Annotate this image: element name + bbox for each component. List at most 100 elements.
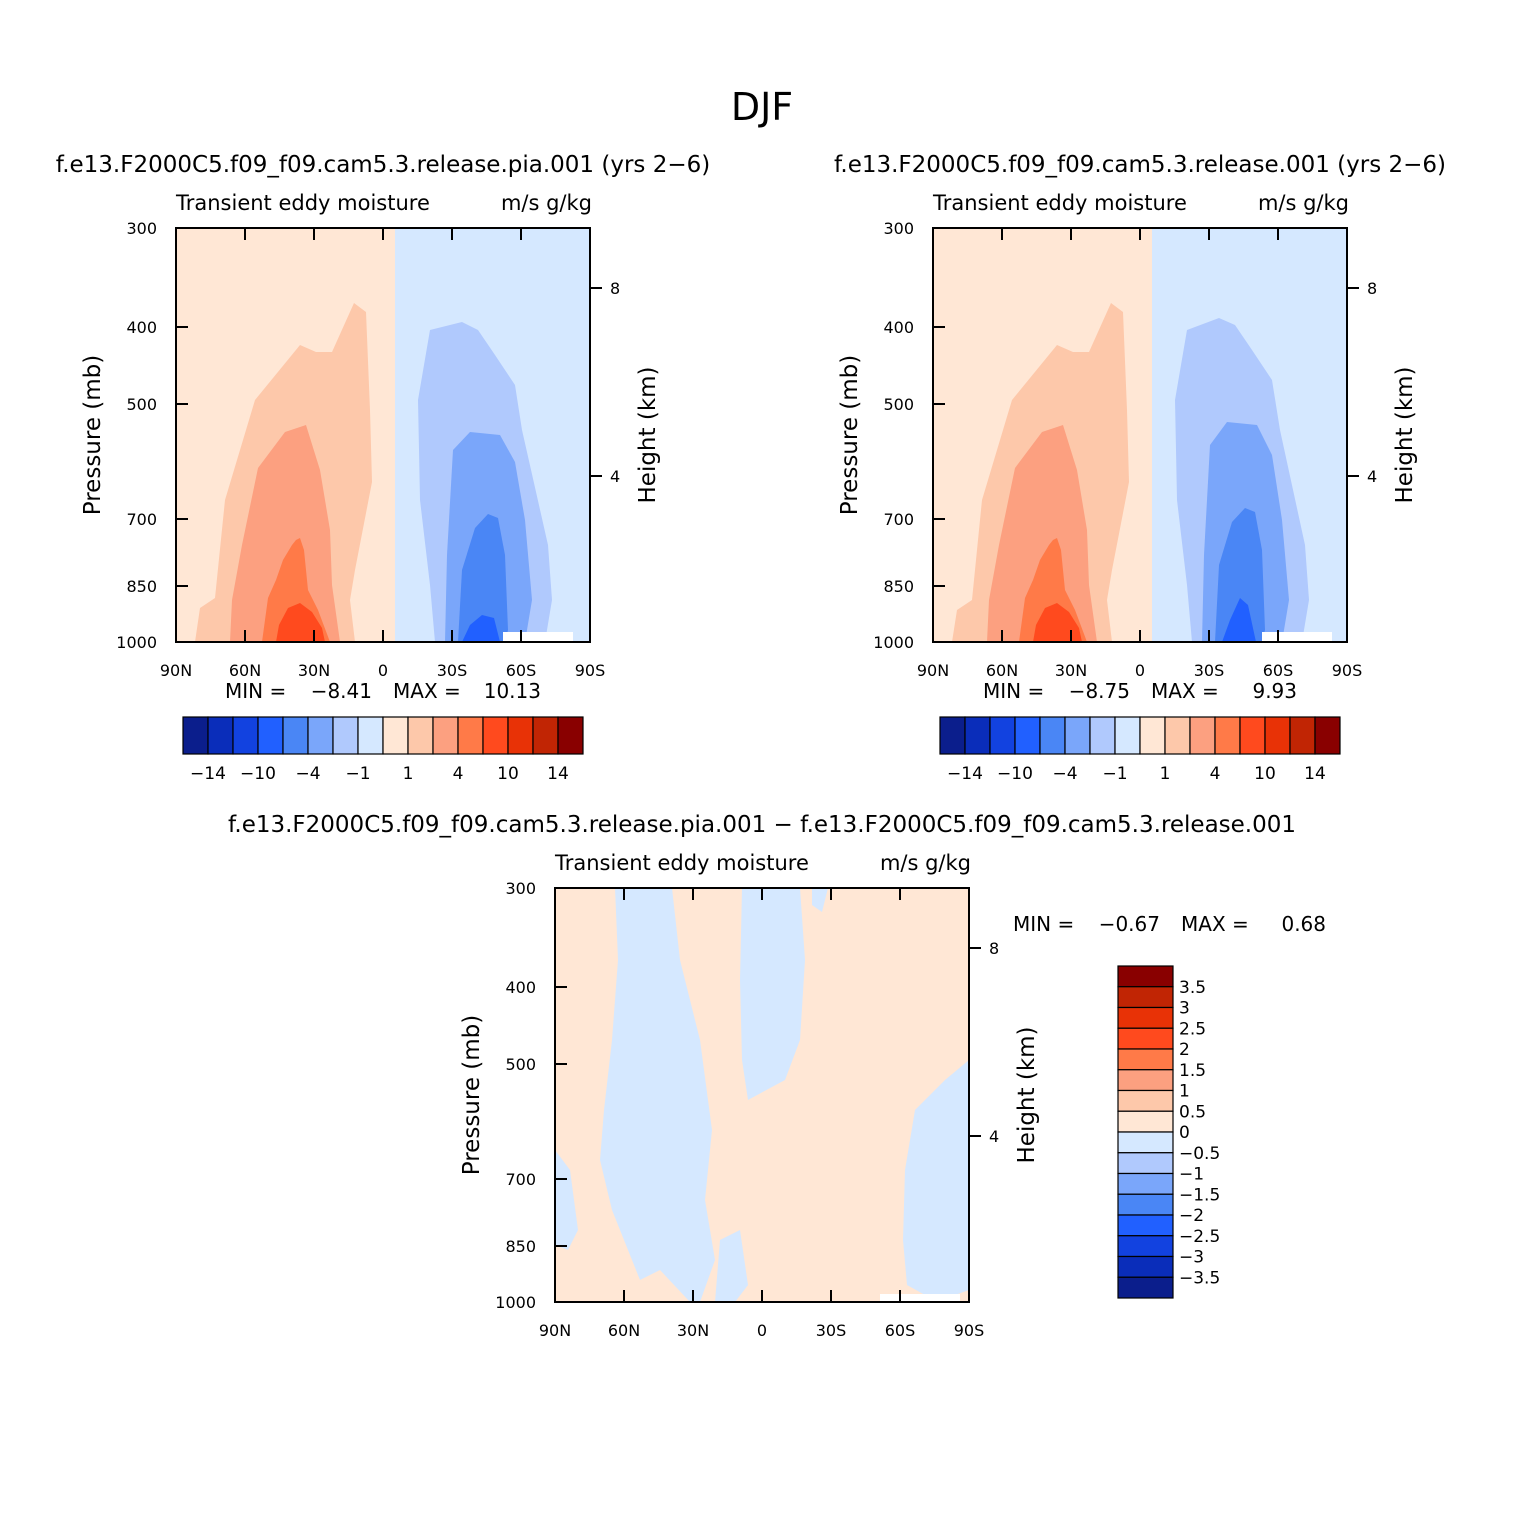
colorbar-label: 0.5 bbox=[1179, 1102, 1206, 1122]
colorbar-label: 14 bbox=[1304, 764, 1326, 784]
contour-fill-negative-patch bbox=[715, 1230, 748, 1302]
colorbar-swatch bbox=[257, 716, 284, 755]
colorbar-label: 1 bbox=[403, 764, 414, 784]
chart-panel-1: f.e13.F2000C5.f09_f09.cam5.3.release.pia… bbox=[56, 152, 710, 784]
colorbar-swatch bbox=[332, 716, 359, 755]
x-tick-label: 30S bbox=[816, 1321, 847, 1340]
y-tick-label: 850 bbox=[505, 1237, 536, 1256]
colorbar-label: 10 bbox=[1254, 764, 1276, 784]
colorbar-label: 3.5 bbox=[1179, 978, 1206, 998]
chart-panel-3: f.e13.F2000C5.f09_f09.cam5.3.release.pia… bbox=[228, 812, 1326, 1340]
chart-title: f.e13.F2000C5.f09_f09.cam5.3.release.pia… bbox=[228, 812, 1296, 838]
min-label: MIN = bbox=[1013, 912, 1074, 936]
y-tick-label: 700 bbox=[505, 1170, 536, 1189]
contour-fill-group bbox=[555, 888, 969, 1302]
colorbar: −14 −10 −4 −1 1 4 10 14 bbox=[182, 716, 584, 784]
colorbar-swatch bbox=[457, 716, 484, 755]
y-tick-label: 400 bbox=[126, 318, 157, 337]
chart-subtitle: Transient eddy moisture bbox=[554, 851, 809, 875]
colorbar-swatch bbox=[989, 716, 1016, 755]
y-axis-right-label: Height (km) bbox=[1014, 1026, 1040, 1163]
colorbar-swatch bbox=[207, 716, 234, 755]
contour-fill-positive-max bbox=[276, 603, 325, 642]
axis-ticks bbox=[932, 228, 1359, 642]
contour-fill-negative-max bbox=[462, 615, 500, 642]
contour-fill-negative-band-north bbox=[600, 888, 715, 1302]
y-tick-label: 500 bbox=[126, 395, 157, 414]
colorbar-label: −2 bbox=[1179, 1206, 1204, 1226]
max-value: 10.13 bbox=[484, 679, 541, 703]
chart-title: f.e13.F2000C5.f09_f09.cam5.3.release.pia… bbox=[56, 152, 710, 178]
colorbar-label: 0 bbox=[1179, 1123, 1190, 1143]
x-tick-label: 30N bbox=[1055, 661, 1087, 680]
min-value: −0.67 bbox=[1099, 912, 1160, 936]
x-tick-label: 90S bbox=[954, 1321, 985, 1340]
colorbar-label: 14 bbox=[547, 764, 569, 784]
chart-subtitle: Transient eddy moisture bbox=[175, 191, 430, 215]
x-tick-label: 90S bbox=[575, 661, 606, 680]
colorbar-swatch bbox=[1117, 1193, 1174, 1216]
x-tick-label: 60N bbox=[986, 661, 1018, 680]
x-tick-label: 30N bbox=[677, 1321, 709, 1340]
x-tick-label: 0 bbox=[378, 661, 388, 680]
missing-data-patch bbox=[880, 1294, 960, 1302]
colorbar-label: 3 bbox=[1179, 999, 1190, 1019]
y-tick-label: 1000 bbox=[116, 633, 157, 652]
colorbar-label: 1.5 bbox=[1179, 1061, 1206, 1081]
colorbar-label: 2.5 bbox=[1179, 1019, 1206, 1039]
colorbar-swatch bbox=[1139, 716, 1166, 755]
colorbar-swatch bbox=[1117, 1214, 1174, 1237]
colorbar-swatch bbox=[1014, 716, 1041, 755]
colorbar-swatch bbox=[1214, 716, 1241, 755]
y-axis-label: Pressure (mb) bbox=[80, 355, 106, 515]
colorbar-swatch bbox=[1117, 1172, 1174, 1195]
max-value: 0.68 bbox=[1281, 912, 1326, 936]
contour-fill-negative-10-14 bbox=[1215, 508, 1265, 642]
colorbar-swatch bbox=[407, 716, 434, 755]
colorbar: 3.532.521.510.50−0.5−1−1.5−2−2.5−3−3.5 bbox=[1117, 965, 1220, 1299]
colorbar-swatch bbox=[507, 716, 534, 755]
colorbar-swatch bbox=[939, 716, 966, 755]
colorbar-label: 1 bbox=[1160, 764, 1171, 784]
contour-fill-negative-patch bbox=[555, 1150, 578, 1250]
colorbar-label: −14 bbox=[190, 764, 226, 784]
y-tick-label: 300 bbox=[126, 219, 157, 238]
contour-fill-group bbox=[176, 228, 590, 642]
missing-data-patch bbox=[1262, 632, 1332, 642]
colorbar-label: −10 bbox=[240, 764, 276, 784]
colorbar-swatch bbox=[1117, 1235, 1174, 1258]
colorbar-label: −4 bbox=[295, 764, 320, 784]
y-tick-label: 300 bbox=[505, 879, 536, 898]
colorbar-label: −3 bbox=[1179, 1248, 1204, 1268]
x-tick-label: 0 bbox=[1135, 661, 1145, 680]
x-tick-label: 60S bbox=[506, 661, 537, 680]
colorbar-label: −10 bbox=[997, 764, 1033, 784]
colorbar-swatch bbox=[1117, 1110, 1174, 1133]
x-tick-label: 60S bbox=[885, 1321, 916, 1340]
colorbar-label: 1 bbox=[1179, 1082, 1190, 1102]
axis-ticks bbox=[175, 228, 602, 642]
colorbar-swatch bbox=[382, 716, 409, 755]
y-axis-label: Pressure (mb) bbox=[837, 355, 863, 515]
y-tick-label: 850 bbox=[126, 577, 157, 596]
colorbar-swatch bbox=[1314, 716, 1341, 755]
colorbar-swatch bbox=[1117, 1255, 1174, 1278]
y-axis-right-label: Height (km) bbox=[1392, 366, 1418, 503]
min-value: −8.41 bbox=[311, 679, 372, 703]
colorbar-swatch bbox=[232, 716, 259, 755]
colorbar-swatch bbox=[557, 716, 584, 755]
y-right-tick-label: 4 bbox=[1367, 467, 1377, 486]
colorbar-label: 2 bbox=[1179, 1040, 1190, 1060]
colorbar-swatch bbox=[1089, 716, 1116, 755]
contour-fill-positive-max bbox=[1033, 603, 1082, 642]
x-tick-label: 60N bbox=[229, 661, 261, 680]
colorbar-swatch bbox=[1117, 1048, 1174, 1071]
colorbar-label: 4 bbox=[453, 764, 464, 784]
x-tick-label: 90S bbox=[1332, 661, 1363, 680]
y-tick-label: 1000 bbox=[873, 633, 914, 652]
y-tick-label: 400 bbox=[505, 978, 536, 997]
chart-title: f.e13.F2000C5.f09_f09.cam5.3.release.001… bbox=[834, 152, 1446, 178]
colorbar-label: −14 bbox=[947, 764, 983, 784]
contour-fill-negative-max bbox=[1222, 598, 1256, 642]
